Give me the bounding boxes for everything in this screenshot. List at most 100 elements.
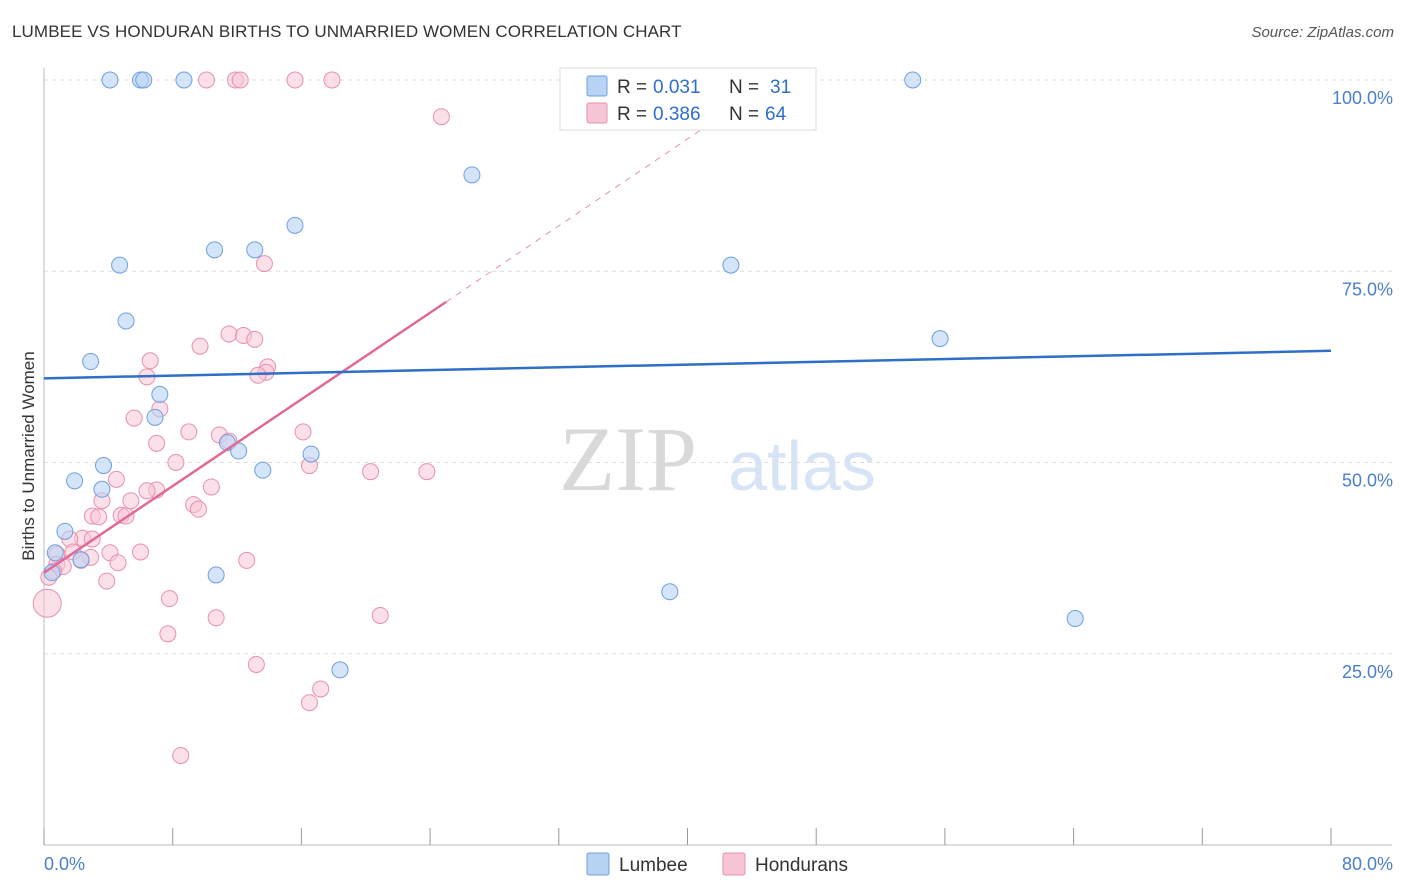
honduran-point — [107, 470, 125, 488]
watermark-atlas: atlas — [728, 427, 876, 505]
y-tick-label-75: 75.0% — [1342, 279, 1393, 299]
lumbee-point — [82, 353, 100, 371]
legend-bottom: Lumbee Hondurans — [586, 852, 848, 876]
honduran-point — [167, 454, 185, 471]
legend-lumbee-swatch — [586, 75, 608, 97]
honduran-point — [138, 482, 156, 500]
honduran-point — [418, 463, 436, 481]
lumbee-point — [207, 566, 225, 584]
lumbee-point — [175, 71, 193, 89]
lumbee-point — [206, 241, 224, 259]
chart-title: LUMBEE VS HONDURAN BIRTHS TO UNMARRIED W… — [12, 22, 682, 41]
lumbee-point — [101, 71, 119, 89]
y-axis-title: Births to Unmarried Women — [19, 351, 38, 560]
honduran-point — [255, 255, 273, 273]
x-tick-label-1: 80.0% — [1342, 854, 1393, 874]
lumbee-points — [43, 71, 1084, 679]
lumbee-point — [661, 583, 679, 601]
honduran-point — [125, 409, 143, 427]
lumbee-point — [254, 461, 272, 479]
lumbee-point — [146, 408, 164, 426]
legend-top: R = 0.031 N = 31 R = 0.386 N = 64 — [559, 67, 817, 131]
y-tick-label-25: 25.0% — [1342, 662, 1393, 682]
lumbee-point — [66, 472, 84, 490]
legend-bottom-honduran-swatch — [722, 852, 746, 876]
honduran-point — [189, 500, 207, 518]
honduran-point — [148, 434, 166, 452]
legend-bottom-lumbee-label: Lumbee — [619, 855, 688, 876]
legend-lumbee-n-value: 31 — [770, 77, 791, 98]
honduran-point — [180, 423, 198, 441]
honduran-point — [207, 609, 225, 627]
honduran-trend-line — [43, 300, 447, 574]
legend-honduran-n-label: N = — [729, 104, 759, 125]
honduran-point — [220, 325, 238, 343]
honduran-point — [159, 625, 177, 643]
grid-lines — [44, 79, 1392, 655]
legend-bottom-honduran-label: Hondurans — [755, 855, 848, 876]
lumbee-point — [1066, 610, 1084, 628]
lumbee-point — [135, 71, 153, 89]
x-tick-label-0: 0.0% — [44, 854, 85, 874]
honduran-point — [323, 71, 341, 89]
watermark-zip: ZIP — [559, 408, 697, 510]
honduran-point — [132, 543, 150, 561]
honduran-point — [172, 746, 190, 764]
honduran-point — [249, 366, 267, 384]
lumbee-point — [151, 385, 169, 403]
y-tick-label-100: 100.0% — [1332, 88, 1393, 108]
legend-lumbee-n-label: N = — [729, 77, 759, 98]
honduran-point — [312, 680, 330, 698]
tick-labels: 25.0% 50.0% 75.0% 100.0% 0.0% 80.0% — [44, 88, 1393, 874]
honduran-point — [160, 590, 178, 608]
lumbee-point — [286, 216, 304, 234]
legend-honduran-r-label: R = — [617, 104, 647, 125]
watermark: ZIP atlas — [559, 408, 876, 510]
honduran-point — [197, 71, 215, 89]
honduran-point — [202, 478, 220, 496]
honduran-point — [286, 71, 304, 89]
lumbee-point — [46, 544, 64, 562]
lumbee-point — [95, 457, 113, 475]
lumbee-point — [302, 445, 320, 463]
honduran-point — [300, 694, 318, 712]
lumbee-point — [331, 661, 349, 679]
lumbee-point — [56, 522, 74, 540]
legend-honduran-swatch — [586, 102, 608, 124]
legend-honduran-r-value: 0.386 — [653, 104, 701, 125]
lumbee-trend-line — [43, 349, 1332, 380]
honduran-point — [362, 463, 380, 481]
legend-honduran-n-value: 64 — [765, 104, 787, 125]
honduran-point — [432, 108, 450, 126]
lumbee-point — [931, 330, 949, 348]
lumbee-point — [904, 71, 922, 89]
lumbee-point — [117, 312, 135, 330]
honduran-point — [122, 492, 140, 510]
lumbee-point — [722, 256, 740, 274]
honduran-point — [246, 330, 264, 348]
honduran-point — [90, 508, 108, 526]
honduran-point — [238, 551, 256, 569]
honduran-point — [371, 607, 389, 624]
honduran-point — [141, 352, 159, 370]
legend-bottom-lumbee-swatch — [586, 852, 610, 876]
lumbee-point — [111, 256, 129, 274]
legend-lumbee-r-value: 0.031 — [653, 77, 701, 98]
honduran-point — [98, 572, 116, 590]
honduran-point — [231, 71, 249, 89]
lumbee-point — [93, 480, 111, 498]
honduran-points — [32, 71, 450, 764]
legend-lumbee-r-label: R = — [617, 77, 647, 98]
lumbee-point — [246, 241, 264, 259]
honduran-point — [247, 655, 265, 673]
honduran-point — [109, 554, 127, 572]
honduran-point — [294, 423, 312, 441]
honduran-point — [32, 588, 62, 618]
source-credit: Source: ZipAtlas.com — [1251, 24, 1394, 41]
y-tick-label-50: 50.0% — [1342, 471, 1393, 491]
lumbee-point — [463, 166, 481, 184]
axes — [43, 68, 1392, 846]
lumbee-point — [72, 551, 90, 569]
honduran-point — [191, 337, 209, 355]
